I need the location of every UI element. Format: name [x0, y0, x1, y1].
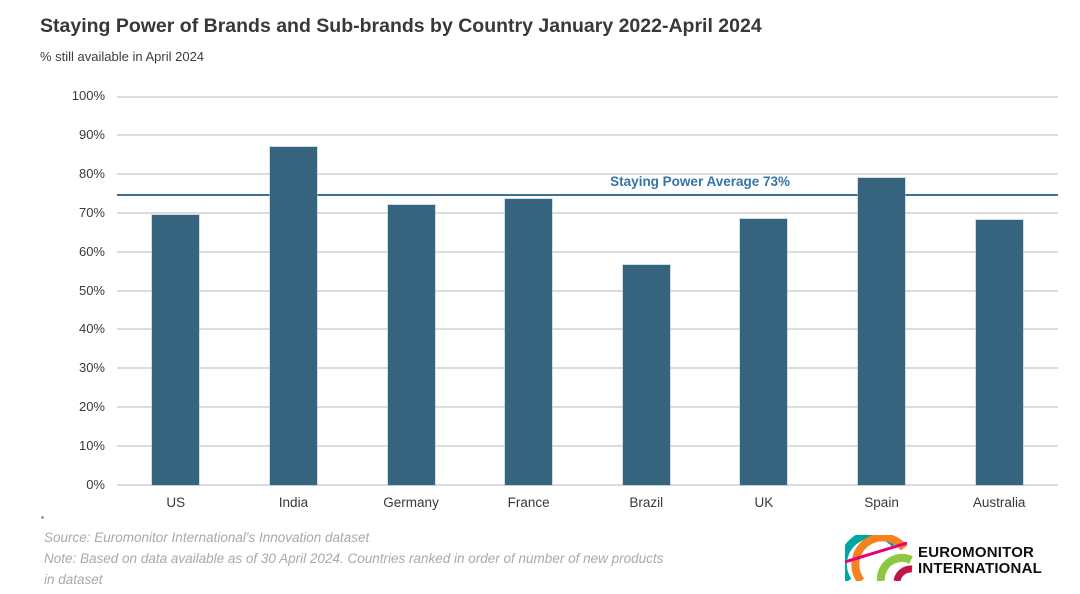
gridline-30: [117, 367, 1058, 370]
bar-uk: [740, 218, 788, 485]
gridline-90: [117, 133, 1058, 136]
y-tick-label-40: 40%: [78, 321, 105, 337]
y-tick-label-80: 80%: [78, 165, 105, 181]
gridline-60: [117, 250, 1058, 253]
y-tick-label-60: 60%: [78, 243, 105, 259]
bar-brazil: [622, 265, 670, 485]
footer-dot: [41, 516, 44, 519]
x-tick-label-brazil: Brazil: [629, 495, 664, 510]
average-line: [117, 194, 1058, 197]
y-tick-label-0: 0%: [86, 477, 105, 492]
y-tick-label-90: 90%: [78, 126, 105, 142]
bar-australia: [975, 220, 1023, 485]
gridline-80: [117, 172, 1058, 175]
x-tick-label-australia: Australia: [972, 495, 1026, 510]
chart-title: Staying Power of Brands and Sub-brands b…: [40, 15, 762, 37]
x-tick-label-uk: UK: [754, 495, 774, 510]
y-tick-label-30: 30%: [78, 360, 105, 376]
plot-area: Staying Power Average 73% 0% 10% 20% 30% 40%…: [72, 88, 1058, 510]
source-line: Source: Euromonitor International's Inno…: [44, 530, 370, 545]
y-tick-label-70: 70%: [78, 204, 105, 220]
logo-text-line2: INTERNATIONAL: [918, 559, 1042, 577]
y-tick-label-10: 10%: [78, 438, 105, 454]
bar-spain: [858, 177, 906, 485]
logo-text-line1: EUROMONITOR: [918, 544, 1035, 561]
gridline-100: [117, 96, 1058, 98]
bar-france: [505, 199, 553, 485]
y-tick-label-50: 50%: [78, 282, 105, 298]
y-tick-label-20: 20%: [78, 399, 105, 415]
gridline-40: [117, 328, 1058, 331]
gridline-70: [117, 211, 1058, 214]
x-tick-label-india: India: [278, 495, 309, 510]
y-tick-label-100: 100%: [71, 88, 105, 103]
x-tick-label-germany: Germany: [383, 495, 439, 510]
note-line-2: in dataset: [44, 572, 103, 587]
bar-india: [269, 146, 317, 485]
bar-germany: [387, 204, 435, 485]
x-tick-label-spain: Spain: [864, 495, 899, 510]
euromonitor-logo: EUROMONITOR INTERNATIONAL: [838, 530, 1042, 586]
average-line-label: Staying Power Average 73%: [610, 174, 790, 190]
gridline-10: [117, 445, 1058, 448]
x-tick-label-us: US: [166, 495, 186, 510]
logo-arcs-icon: [838, 530, 913, 586]
gridline-20: [117, 406, 1058, 409]
footer-notes: Source: Euromonitor International's Inno…: [44, 527, 814, 590]
bar-us: [152, 214, 200, 485]
logo-text: EUROMONITOR INTERNATIONAL: [918, 545, 1042, 576]
chart-subtitle: % still available in April 2024: [40, 49, 205, 64]
gridline-0: [117, 484, 1058, 486]
gridline-50: [117, 289, 1058, 292]
note-line-1: Note: Based on data available as of 30 A…: [44, 551, 664, 566]
x-tick-label-france: France: [507, 495, 550, 510]
